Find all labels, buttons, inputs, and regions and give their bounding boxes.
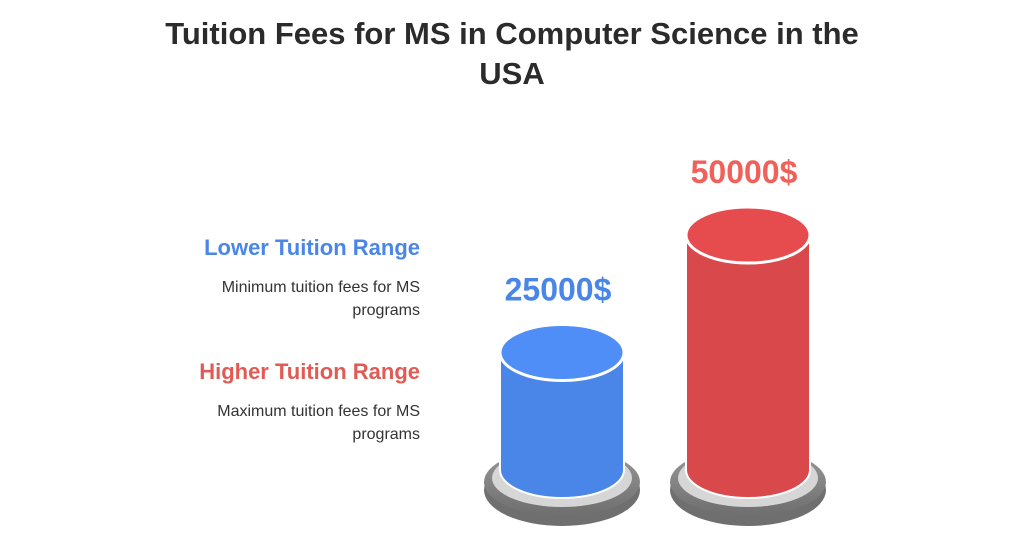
bar-body	[499, 351, 625, 499]
bar-value-label: 25000$	[505, 272, 612, 308]
legend-heading-higher: Higher Tuition Range	[199, 359, 420, 384]
chart-title-line-2: USA	[479, 56, 545, 91]
legend-description-lower-line-2: programs	[352, 302, 420, 319]
legend-heading-lower: Lower Tuition Range	[204, 235, 420, 260]
bar-1: 25000$	[484, 272, 640, 526]
bar-value-label: 50000$	[691, 154, 798, 190]
legend-item-lower: Lower Tuition Range Minimum tuition fees…	[120, 234, 420, 322]
chart-title: Tuition Fees for MS in Computer Science …	[0, 14, 1024, 94]
bar-2: 50000$	[670, 154, 826, 526]
legend-description-higher: Maximum tuition fees for MS programs	[120, 400, 420, 446]
legend-description-lower: Minimum tuition fees for MS programs	[120, 276, 420, 322]
chart-title-line-1: Tuition Fees for MS in Computer Science …	[165, 16, 859, 51]
bar-top-cap	[498, 323, 626, 382]
legend-description-lower-line-1: Minimum tuition fees for MS	[221, 279, 420, 296]
bar-body	[685, 234, 811, 499]
bar-top-cap	[684, 205, 812, 265]
legend-description-higher-line-2: programs	[352, 426, 420, 443]
legend-description-higher-line-1: Maximum tuition fees for MS	[217, 403, 420, 420]
bars-layer: 25000$ 50000$	[484, 154, 826, 526]
legend-item-higher: Higher Tuition Range Maximum tuition fee…	[120, 358, 420, 446]
